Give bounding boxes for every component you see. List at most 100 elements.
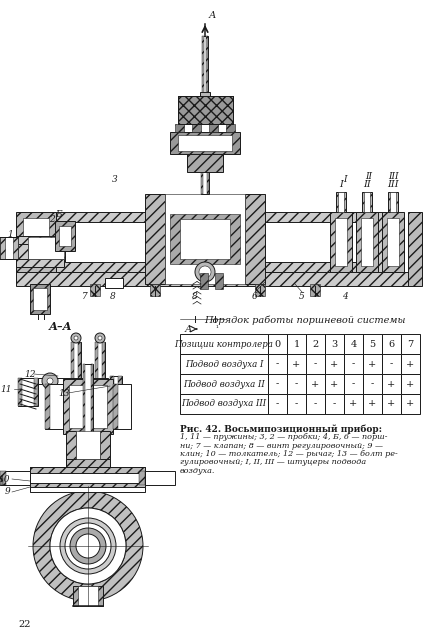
Bar [110,376,122,396]
Bar [71,342,81,379]
Bar [382,394,401,414]
Bar [28,237,64,259]
Bar [30,467,145,473]
Text: -: - [352,379,355,388]
Bar [186,100,225,120]
Bar [388,192,398,212]
Bar [382,334,401,354]
Bar [401,394,420,414]
Bar [30,483,145,489]
Bar [325,374,344,394]
Text: -: - [352,359,355,368]
Text: -: - [276,359,279,368]
Bar [83,364,85,434]
Text: 2: 2 [49,214,55,223]
Circle shape [65,523,111,569]
Bar [382,354,401,374]
Text: 4: 4 [350,339,357,348]
Text: 5: 5 [369,339,375,348]
Bar [90,284,100,296]
Bar [34,378,38,406]
Text: +: + [349,399,358,408]
Text: 1: 1 [293,339,299,348]
Bar [170,214,240,264]
Text: III: III [388,171,398,180]
Bar [0,471,30,485]
Text: -: - [276,379,279,388]
Bar [362,192,372,212]
Text: 2: 2 [312,339,319,348]
Circle shape [95,333,105,343]
Text: -: - [295,399,298,408]
Bar [338,192,344,212]
Text: ни; 7 — клапан; 8 — винт регулировочный; 9 —: ни; 7 — клапан; 8 — винт регулировочный;… [180,442,383,450]
Bar [387,218,399,266]
Text: Подвод воздуха II: Подвод воздуха II [183,379,265,388]
Text: +: + [368,399,377,408]
Wedge shape [33,491,143,601]
Text: +: + [406,379,414,388]
Bar [66,431,76,469]
Bar [202,36,204,96]
Bar [364,192,370,212]
Bar [113,384,118,429]
Bar [180,354,268,374]
Bar [335,218,347,266]
Bar [0,237,5,259]
Bar [45,384,63,429]
Bar [180,334,268,354]
Bar [95,342,98,379]
Bar [206,36,208,96]
Circle shape [98,336,102,340]
Bar [344,354,363,374]
Bar [165,194,245,284]
Bar [201,144,209,194]
Bar [0,237,18,259]
Circle shape [71,333,81,343]
Bar [91,364,93,434]
Text: Позиции контролера: Позиции контролера [174,339,273,348]
Bar [83,364,93,434]
Text: I: I [339,180,343,189]
Bar [16,212,56,272]
Text: А: А [209,11,217,20]
Bar [325,394,344,414]
Bar [401,354,420,374]
Bar [18,378,38,406]
Text: 4: 4 [342,292,348,301]
Bar [30,467,145,489]
Bar [59,226,71,246]
Text: -: - [314,399,317,408]
Bar [110,376,114,396]
Text: 3: 3 [112,175,118,184]
Text: II: II [363,180,371,189]
Text: воздуха.: воздуха. [180,467,215,475]
Text: 6: 6 [252,292,258,301]
Bar [180,394,268,414]
Bar [102,342,105,379]
Bar [16,272,414,286]
Text: +: + [311,379,319,388]
Bar [78,342,81,379]
Text: 7: 7 [82,292,88,301]
Text: +: + [406,399,414,408]
Bar [209,124,218,132]
Bar [201,144,203,194]
Bar [16,236,64,244]
Text: 6: 6 [388,339,395,348]
Bar [336,192,346,212]
Bar [145,194,165,284]
Bar [95,342,105,379]
Bar [73,586,103,606]
Text: 8: 8 [192,292,198,301]
Bar [382,374,401,394]
Text: Рис. 42. Восьмипозиционный прибор:: Рис. 42. Восьмипозиционный прибор: [180,424,382,433]
Circle shape [195,262,215,282]
Text: А: А [184,325,192,334]
Text: 3: 3 [332,339,338,348]
Bar [113,384,131,429]
Bar [363,334,382,354]
Text: Подвод воздуха III: Подвод воздуха III [181,399,266,408]
Text: 7: 7 [408,339,414,348]
Bar [310,284,320,296]
